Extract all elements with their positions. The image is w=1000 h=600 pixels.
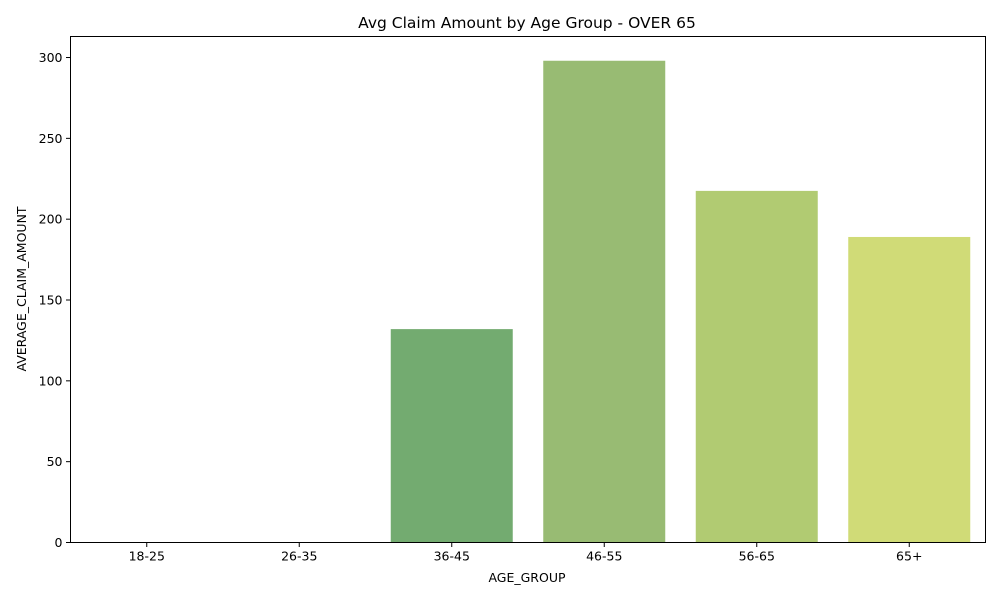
y-tick-label: 100 — [39, 373, 63, 388]
bars-group — [390, 60, 971, 543]
chart-title: Avg Claim Amount by Age Group - OVER 65 — [358, 14, 696, 32]
y-axis: 0 50 100 150 200 250 300 — [39, 50, 71, 550]
x-tick-label: 65+ — [896, 549, 922, 564]
x-tick-label: 56-65 — [739, 549, 775, 564]
x-tick-label: 26-35 — [281, 549, 317, 564]
x-tick-label: 36-45 — [434, 549, 470, 564]
bar-46-55 — [543, 60, 666, 543]
y-tick-label: 0 — [55, 535, 63, 550]
bar-65+ — [848, 236, 971, 543]
plot-frame — [70, 36, 986, 543]
y-tick-label: 150 — [39, 293, 63, 308]
y-tick-label: 50 — [47, 454, 63, 469]
y-tick-label: 250 — [39, 131, 63, 146]
x-tick-label: 46-55 — [586, 549, 622, 564]
y-tick-label: 200 — [39, 212, 63, 227]
x-tick-label: 18-25 — [129, 549, 165, 564]
bar-56-65 — [695, 190, 818, 543]
x-axis: 18-25 26-35 36-45 46-55 56-65 65+ — [129, 542, 922, 564]
y-axis-label: AVERAGE_CLAIM_AMOUNT — [14, 206, 29, 371]
y-tick-label: 300 — [39, 50, 63, 65]
bar-36-45 — [390, 329, 513, 543]
x-axis-label: AGE_GROUP — [488, 570, 566, 585]
